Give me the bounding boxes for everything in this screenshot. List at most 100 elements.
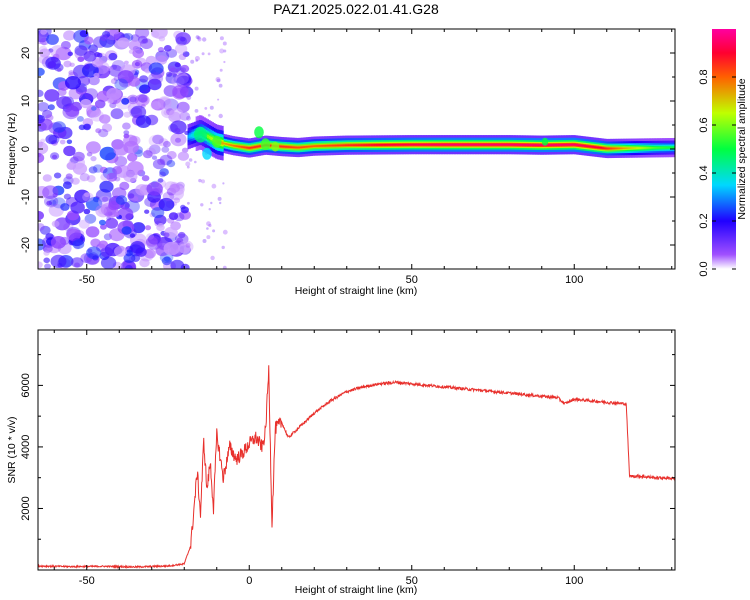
ridge-cell [517, 143, 520, 146]
noise-blob [68, 70, 75, 76]
noise-blob [204, 107, 208, 110]
ridge-cell [631, 147, 634, 150]
ridge-cell [450, 143, 453, 146]
ridge-cell [597, 146, 600, 149]
noise-blob [91, 58, 104, 68]
noise-blob [125, 265, 133, 269]
noise-blob [129, 233, 136, 238]
spectrogram-marks [38, 29, 675, 269]
ridge-cell [483, 143, 486, 146]
ridge-cell [389, 143, 392, 146]
noise-blob [113, 212, 120, 217]
noise-blob [47, 104, 55, 111]
ridge-cell [499, 143, 502, 146]
ridge-cell [187, 135, 190, 139]
ridge-cell [402, 143, 405, 146]
noise-blob [144, 225, 152, 231]
noise-blob [139, 84, 151, 94]
noise-blob [123, 111, 132, 118]
ridge-cell [304, 146, 307, 148]
noise-blob [157, 178, 164, 183]
snr-x-axis-label: Height of straight line (km) [295, 584, 418, 596]
ridge-cell [302, 146, 305, 148]
colorbar-tick-label: 0.0 [698, 261, 710, 276]
colorbar-label: Normalized spectral amplitude [736, 78, 748, 219]
noise-blob [218, 83, 223, 88]
ridge-cell [315, 145, 318, 147]
ridge-cell [636, 147, 639, 149]
noise-blob [53, 127, 67, 139]
noise-blob [180, 204, 186, 210]
noise-blob [130, 105, 147, 119]
ridge-cell [533, 144, 536, 146]
ridge-cell [627, 147, 630, 150]
noise-blob [44, 263, 51, 269]
ridge-cell [559, 144, 562, 146]
ridge-cell [236, 145, 239, 148]
ridge-cell [358, 144, 361, 146]
spectrogram-y-axis-label: Frequency (Hz) [6, 113, 18, 185]
ridge-cell [233, 144, 236, 147]
noise-blob [174, 128, 181, 133]
noise-blob [39, 45, 48, 53]
ridge-cell [411, 143, 414, 146]
noise-blob [210, 255, 215, 261]
noise-blob [123, 253, 136, 263]
noise-blob [95, 128, 102, 134]
ridge-cell [639, 147, 642, 149]
ridge-cell [600, 146, 603, 149]
ridge-cell [377, 144, 380, 146]
noise-blob [52, 154, 58, 159]
ridge-cell [668, 146, 671, 149]
noise-blob [48, 199, 57, 206]
noise-blob [197, 36, 201, 40]
ridge-cell [437, 143, 440, 146]
noise-blob [76, 116, 84, 122]
noise-blob [62, 181, 72, 189]
ridge-cell [540, 144, 543, 147]
noise-blob [123, 140, 139, 154]
noise-blob [166, 151, 177, 160]
ridge-cell [432, 143, 435, 146]
ridge-cell [538, 144, 541, 146]
noise-blob [38, 67, 45, 76]
y-tick-label: 2000 [20, 496, 32, 520]
ridge-cell [619, 147, 622, 150]
ridge-cell [403, 143, 406, 146]
noise-blob [148, 72, 164, 85]
ridge-cell [496, 143, 499, 146]
ridge-cell [338, 144, 341, 147]
ridge-cell [536, 144, 539, 146]
x-tick-label: -50 [79, 575, 95, 587]
noise-blob [194, 56, 200, 61]
noise-blob [84, 64, 90, 70]
noise-blob [79, 173, 90, 182]
noise-blob [128, 264, 137, 269]
noise-blob [158, 36, 166, 42]
noise-blob [117, 70, 134, 84]
ridge-cell [380, 144, 383, 146]
noise-blob [74, 45, 88, 56]
noise-blob [63, 145, 76, 157]
noise-blob [179, 210, 191, 220]
ridge-cell [436, 143, 439, 146]
ridge-cell [525, 144, 528, 146]
ridge-cell [577, 144, 580, 147]
ridge-cell [449, 143, 452, 146]
ridge-cell [458, 143, 461, 146]
noise-blob [219, 48, 225, 54]
noise-blob [79, 30, 89, 38]
noise-blob [175, 67, 185, 75]
ridge-cell [418, 143, 421, 146]
noise-blob [63, 60, 72, 68]
ridge-cell [281, 145, 284, 148]
ridge-cell [441, 143, 444, 146]
noise-blob [78, 219, 90, 229]
ridge-cell [491, 143, 494, 146]
colorbar-tick-label: 0.6 [698, 117, 710, 132]
ridge-burst [254, 126, 264, 139]
noise-blob [130, 241, 146, 254]
noise-blob [186, 165, 190, 169]
noise-blob [215, 77, 221, 82]
noise-blob [84, 192, 90, 198]
